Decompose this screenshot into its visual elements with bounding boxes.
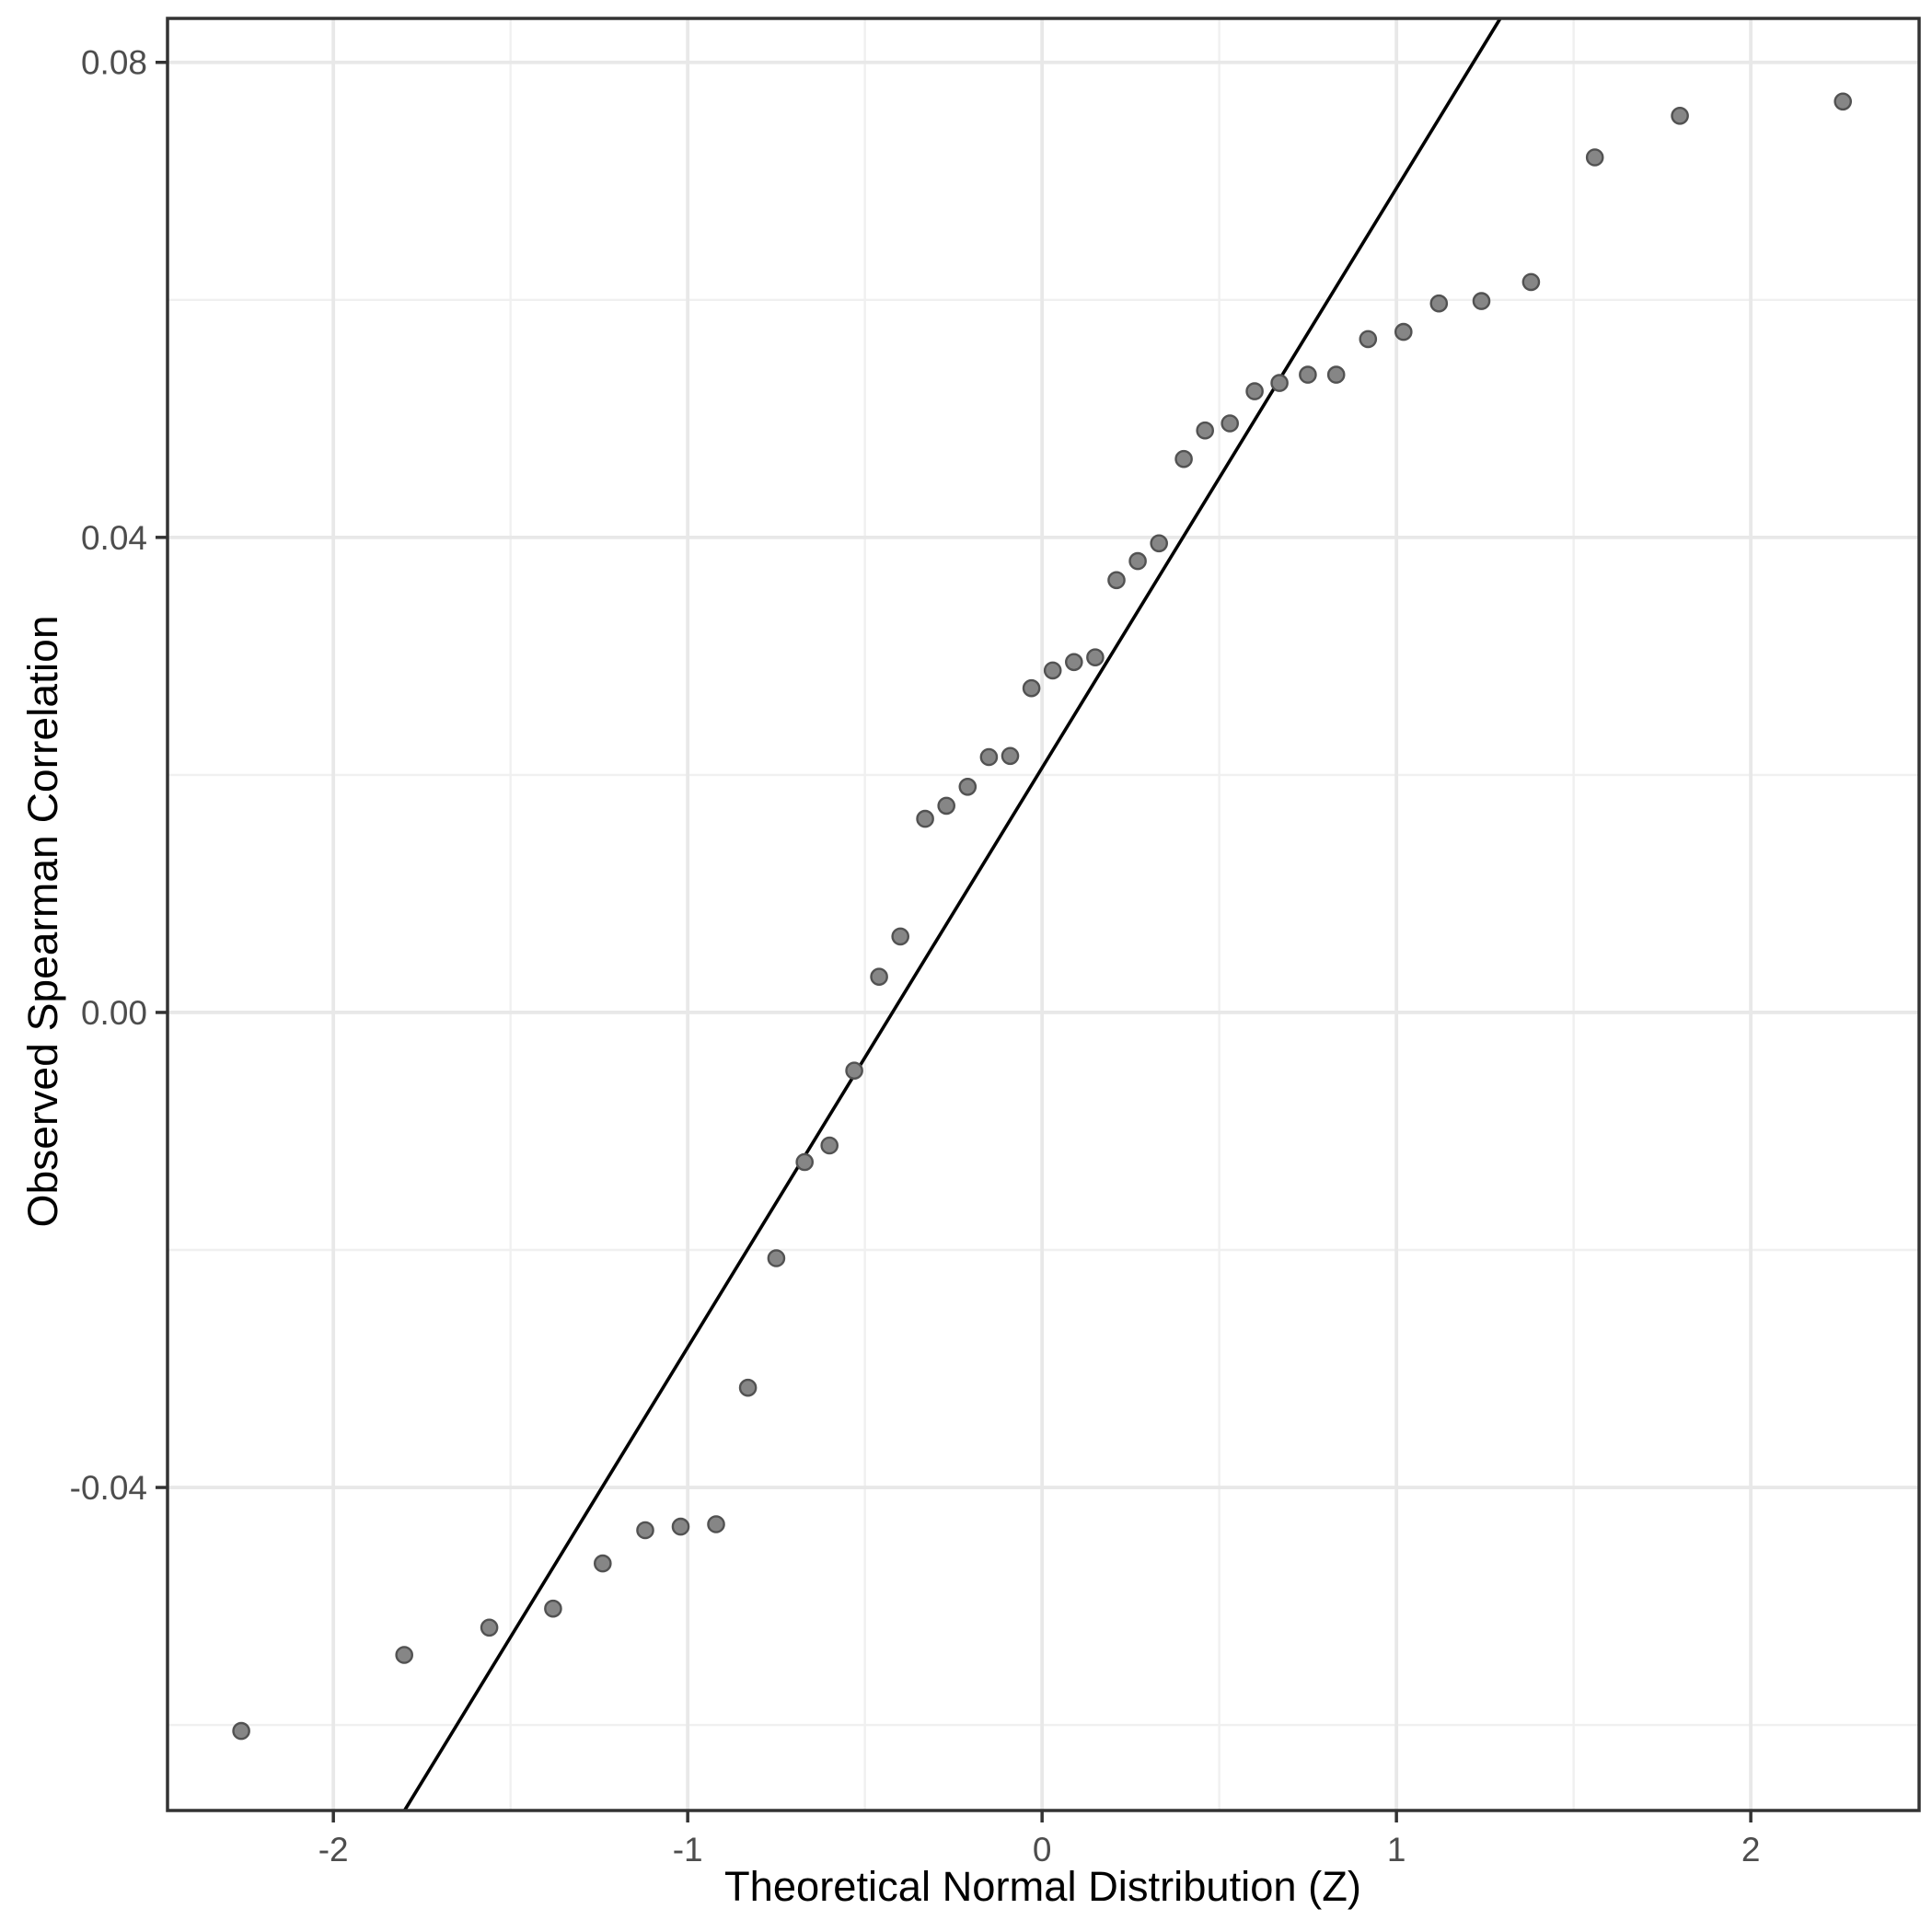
data-point <box>1043 661 1062 680</box>
data-point <box>636 1521 654 1540</box>
x-axis: -2 -1 0 1 2 <box>318 1811 1761 1868</box>
x-tick-label: -2 <box>318 1831 349 1868</box>
y-tick-labels: 0.08 0.04 0.00 -0.04 <box>70 44 147 1507</box>
qq-reference-line <box>402 17 1502 1811</box>
data-point <box>1086 648 1105 667</box>
data-point <box>1299 365 1317 384</box>
data-point <box>1001 746 1020 766</box>
major-gridlines <box>168 18 1919 1811</box>
y-axis-title: Observed Spearman Correlation <box>19 616 66 1228</box>
plot-panel <box>166 17 1921 1812</box>
data-point <box>1429 294 1449 313</box>
y-tick-label: 0.00 <box>81 994 147 1032</box>
data-point <box>738 1378 758 1397</box>
data-point <box>1270 374 1289 392</box>
data-point <box>480 1618 499 1637</box>
y-tick-label: 0.04 <box>81 519 147 557</box>
data-point <box>870 967 888 986</box>
data-point <box>594 1554 612 1573</box>
x-tick-label: 1 <box>1387 1831 1406 1868</box>
data-point <box>845 1061 863 1080</box>
y-tick-label: -0.04 <box>70 1469 147 1507</box>
y-tick-label: 0.08 <box>81 44 147 82</box>
data-point <box>1128 551 1147 571</box>
x-tick-marks <box>331 1811 1753 1822</box>
x-tick-label: 0 <box>1033 1831 1052 1868</box>
data-point <box>1065 653 1083 672</box>
data-point <box>891 927 910 946</box>
scatter-points <box>232 92 1852 1741</box>
data-point <box>795 1152 815 1172</box>
data-point <box>958 778 978 796</box>
x-axis-title: Theoretical Normal Distribution (Z) <box>724 1863 1361 1910</box>
data-point <box>1107 571 1126 590</box>
data-point <box>1221 414 1239 433</box>
data-point <box>707 1515 725 1533</box>
y-tick-marks <box>156 60 168 1489</box>
x-tick-label: -1 <box>673 1831 703 1868</box>
data-point <box>820 1136 839 1155</box>
x-tick-labels: -2 -1 0 1 2 <box>318 1831 1761 1868</box>
data-point <box>1022 678 1041 698</box>
data-point <box>671 1517 690 1536</box>
data-point <box>544 1599 562 1618</box>
data-point <box>1174 449 1193 469</box>
data-point <box>1472 292 1491 310</box>
data-point <box>232 1721 250 1741</box>
data-point <box>1671 107 1689 125</box>
data-point <box>1196 421 1214 440</box>
data-point <box>395 1646 414 1664</box>
y-axis: 0.08 0.04 0.00 -0.04 <box>70 44 168 1507</box>
data-point <box>1359 330 1378 349</box>
data-point <box>1585 148 1604 167</box>
data-point <box>916 809 934 828</box>
data-point <box>1326 365 1346 384</box>
data-point <box>1150 534 1168 553</box>
data-point <box>979 747 999 767</box>
data-point <box>767 1249 786 1267</box>
data-point <box>937 796 955 816</box>
x-tick-label: 2 <box>1741 1831 1761 1868</box>
data-point <box>1394 322 1413 341</box>
data-point <box>1245 382 1264 400</box>
data-point <box>1521 272 1541 292</box>
data-point <box>1834 92 1852 111</box>
